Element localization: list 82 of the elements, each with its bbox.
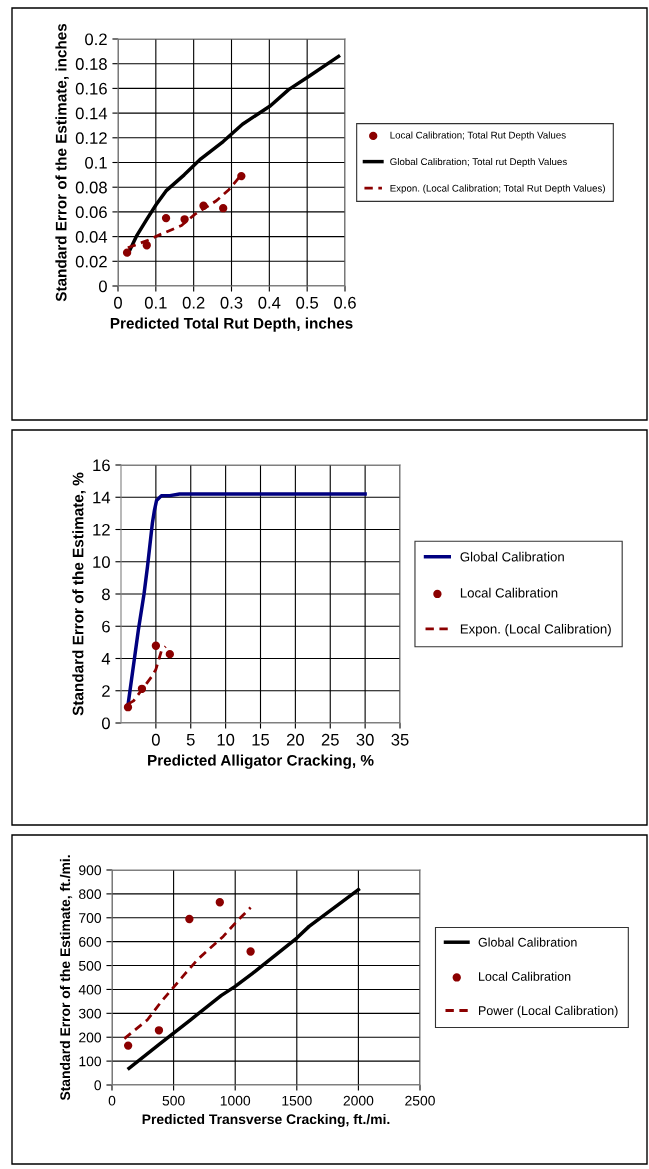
y-tick-label: 0: [98, 280, 107, 293]
y-tick-label: 6: [102, 620, 110, 633]
point: [142, 241, 151, 250]
point: [237, 171, 246, 181]
x-tick-label: 15: [252, 734, 270, 746]
legend-label: Global Calibration: [460, 551, 564, 562]
y-axis-title: Standard Error of the Estimate, ft./mi.: [59, 855, 73, 1101]
y-tick-label: 200: [79, 1032, 102, 1043]
x-tick-label: 0.3: [220, 296, 243, 309]
y-tick-label: 0: [94, 1080, 102, 1091]
legend-label: Local Calibration; Total Rut Depth Values: [390, 131, 566, 141]
point: [180, 215, 189, 224]
y-tick-label: 500: [78, 960, 102, 971]
point: [151, 641, 161, 650]
y-tick-label: 0.1: [85, 156, 107, 169]
y-tick-label: 100: [79, 1056, 102, 1067]
y-tick-label: 12: [93, 523, 110, 536]
y-tick-label: 800: [79, 889, 102, 900]
point: [165, 649, 174, 659]
y-tick-label: 0.18: [75, 58, 107, 70]
legend-label: Global Calibration; Total rut Depth Values: [390, 157, 567, 168]
y-tick-label: 0.2: [85, 33, 107, 46]
x-axis-title: Predicted Transverse Cracking, ft./mi.: [142, 1113, 390, 1127]
y-tick-label: 0.16: [75, 82, 107, 95]
point: [199, 201, 208, 210]
y-tick-label: 300: [78, 1008, 102, 1019]
y-tick-label: 0.04: [75, 231, 108, 243]
x-tick-label: 20: [286, 733, 304, 746]
x-tick-label: 0: [151, 733, 160, 746]
y-tick-label: 8: [102, 588, 110, 601]
point: [122, 248, 132, 257]
y-tick-label: 0.06: [75, 206, 107, 219]
y-tick-label: 0.08: [75, 181, 107, 194]
legend-label: Local Calibration: [479, 971, 571, 981]
x-tick-label: 0.4: [258, 296, 281, 309]
y-tick-label: 0.14: [75, 107, 108, 120]
point: [123, 1041, 133, 1050]
x-tick-label: 0.1: [144, 296, 167, 309]
y-tick-label: 2: [102, 685, 110, 697]
y-tick-label: 14: [93, 491, 111, 504]
y-tick-label: 600: [79, 937, 102, 947]
legend-label: Local Calibration: [460, 587, 558, 598]
y-tick-label: 700: [79, 913, 102, 923]
x-axis-title: Predicted Alligator Cracking, %: [148, 754, 374, 769]
point: [137, 684, 147, 693]
point: [246, 947, 255, 956]
point: [123, 703, 133, 712]
y-tick-label: 16: [93, 459, 110, 472]
y-tick-label: 0.02: [75, 255, 107, 268]
legend-label: Expon. (Local Calibration): [460, 623, 611, 637]
x-tick-label: 10: [217, 733, 235, 746]
legend-label: Power (Local Calibration): [479, 1005, 618, 1018]
point: [185, 914, 194, 924]
x-tick-label: 0.2: [182, 296, 205, 309]
x-tick-label: 5: [186, 734, 195, 746]
point: [219, 204, 228, 213]
x-tick-label: 500: [162, 1095, 185, 1106]
x-tick-label: 0: [114, 296, 122, 309]
x-tick-label: 1000: [220, 1095, 251, 1106]
y-tick-label: 400: [78, 984, 102, 995]
x-tick-label: 0.6: [334, 296, 356, 309]
legend-label: Global Calibration: [478, 937, 577, 947]
x-tick-label: 35: [391, 733, 409, 746]
point: [161, 213, 171, 223]
x-tick-label: 30: [356, 733, 374, 746]
y-tick-label: 0.12: [75, 132, 107, 144]
x-tick-label: 25: [321, 733, 339, 746]
x-tick-label: 0.5: [296, 296, 319, 309]
y-axis-title: Standard Error of the Estimate, %: [72, 472, 86, 716]
y-axis-title: Standard Error of the Estimate, inches: [55, 23, 69, 302]
y-tick-label: 4: [101, 653, 111, 665]
y-tick-label: 0: [101, 717, 110, 730]
x-tick-label: 2000: [343, 1095, 374, 1106]
x-tick-label: 2500: [405, 1095, 435, 1106]
y-tick-label: 10: [93, 556, 110, 568]
y-tick-label: 900: [79, 865, 102, 876]
x-axis-title: Predicted Total Rut Depth, inches: [110, 317, 353, 332]
point: [154, 1026, 164, 1035]
point: [215, 898, 224, 907]
line-series: [122, 906, 252, 1041]
x-tick-label: 1500: [282, 1095, 312, 1106]
legend-label: Expon. (Local Calibration; Total Rut Depth Values): [390, 184, 605, 194]
